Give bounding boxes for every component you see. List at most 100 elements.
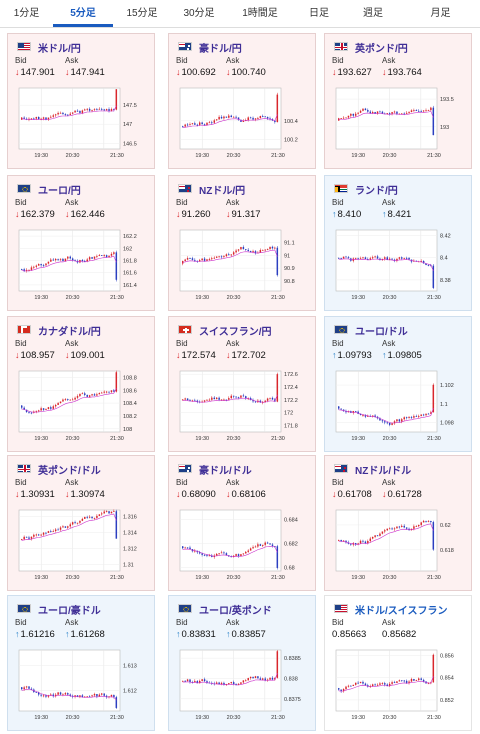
currency-pair-link[interactable]: ユーロ/英ポンド	[199, 606, 272, 617]
currency-pair-link[interactable]: 豪ドル/円	[199, 44, 242, 55]
currency-pair-link[interactable]: スイスフラン/円	[199, 327, 272, 338]
candlestick-chart[interactable]: 91.1 91 90.9 90.8 19:30 20:30 21:30	[176, 227, 307, 306]
tab-4[interactable]: 1時間足	[242, 8, 278, 19]
candle-body	[218, 256, 220, 258]
quote-card[interactable]: ユーロ/英ポンド Bid Ask ↑0.83831 ↑0.83857 0.8385 0.83…	[168, 595, 316, 731]
currency-pair-link[interactable]: ユーロ/ドル	[355, 327, 408, 338]
y-tick-label: 0.854	[440, 676, 454, 682]
tab-0[interactable]: 1分足	[13, 8, 40, 19]
candle-body	[340, 689, 342, 692]
candle-body	[213, 257, 216, 259]
currency-pair-link[interactable]: 米ドル/スイスフラン	[355, 606, 448, 617]
candle-body	[235, 396, 237, 398]
candle-body	[262, 116, 264, 117]
quote-card[interactable]: 英ポンド/ドル Bid Ask ↓1.30931 ↓1.30974 1.316 1.314 1…	[7, 455, 155, 591]
quote-card[interactable]: 豪ドル/ドル Bid Ask ↓0.68090 ↓0.68106 0.684 0.682 0.…	[168, 455, 316, 591]
candle-body	[352, 684, 355, 686]
quote-card[interactable]: 米ドル/円 Bid Ask ↓147.901 ↓147.941 147.5 147 146.5…	[7, 33, 155, 169]
candle-body	[338, 257, 340, 259]
quote-card[interactable]: ランド/円 Bid Ask ↑8.410 ↑8.421 8.42 8.4 8.38 19:30 2…	[324, 175, 472, 311]
candlestick-chart[interactable]: 0.684 0.682 0.68 19:30 20:30 21:30	[176, 507, 307, 586]
candlestick-chart[interactable]: 0.856 0.854 0.852 19:30 20:30 21:30	[332, 647, 463, 726]
currency-pair-link[interactable]: 英ポンド/ドル	[38, 466, 101, 477]
candlestick-chart[interactable]: 1.102 1.1 1.098 19:30 20:30 21:30	[332, 368, 463, 447]
bid-value: ↑1.09793	[332, 350, 372, 361]
currency-pair-link[interactable]: ランド/円	[355, 186, 398, 197]
candle-body	[184, 398, 186, 400]
quote-card[interactable]: 英ポンド/円 Bid Ask ↓193.627 ↓193.764 193.5 193 19:3…	[324, 33, 472, 169]
candlestick-chart[interactable]: 147.5 147 146.5 19:30 20:30 21:30	[15, 85, 146, 164]
candle-body	[21, 269, 23, 271]
currency-pair-link[interactable]: ユーロ/円	[38, 186, 81, 197]
bid-label: Bid	[176, 478, 188, 487]
candle-body	[108, 255, 110, 257]
tab-2[interactable]: 15分足	[126, 8, 158, 19]
candlestick-chart[interactable]: 1.613 1.612 19:30 20:30 21:30	[15, 647, 146, 726]
y-tick-label: 90.8	[284, 279, 295, 285]
candle-body	[410, 678, 413, 682]
candle-body	[271, 246, 274, 249]
candle-body	[50, 694, 52, 696]
tab-7[interactable]: 月足	[430, 8, 451, 19]
quote-card[interactable]: 米ドル/スイスフラン Bid Ask 0.85663 0.85682 0.856 0.854…	[324, 595, 472, 731]
candlestick-chart[interactable]: 108.8 108.6 108.4 108.2 108 19:30 20:30 21:30	[15, 368, 146, 447]
quote-card[interactable]: ユーロ/ドル Bid Ask ↑1.09793 ↑1.09805 1.102 1.1 1.09…	[324, 316, 472, 452]
candle-body	[367, 416, 369, 417]
moving-average-line	[338, 676, 434, 692]
candle-body	[376, 535, 379, 537]
quote-card[interactable]: カナダドル/円 Bid Ask ↓108.957 ↓109.001 108.8 108.6 1…	[7, 316, 155, 452]
quote-card[interactable]: NZドル/ドル Bid Ask ↓0.61708 ↓0.61728 0.62 0.618 19…	[324, 455, 472, 591]
candle-body	[40, 694, 42, 696]
candle-body	[269, 677, 271, 680]
candle-body	[259, 250, 262, 253]
ask-label: Ask	[382, 198, 396, 207]
candlestick-chart[interactable]: 8.42 8.4 8.38 19:30 20:30 21:30	[332, 227, 463, 306]
candle-body	[110, 109, 113, 111]
tab-3[interactable]: 30分足	[183, 8, 215, 19]
currency-pair-link[interactable]: カナダドル/円	[38, 327, 101, 338]
tab-6[interactable]: 週足	[363, 8, 383, 19]
currency-pair-link[interactable]: 英ポンド/円	[355, 44, 408, 55]
currency-pair-link[interactable]: NZドル/ドル	[355, 466, 412, 477]
currency-pair-link[interactable]: NZドル/円	[199, 186, 246, 197]
quote-card[interactable]: 豪ドル/円 Bid Ask ↓100.692 ↓100.740 100.4 100.2 19:…	[168, 33, 316, 169]
ask-price: 100.740	[231, 67, 266, 78]
quote-card[interactable]: NZドル/円 Bid Ask ↓91.260 ↓91.317 91.1 91 90.9 90.8…	[168, 175, 316, 311]
candlestick-chart[interactable]: 1.316 1.314 1.312 1.31 19:30 20:30 21:30	[15, 507, 146, 586]
currency-pair-link[interactable]: 豪ドル/ドル	[199, 466, 252, 477]
candle-body	[398, 419, 401, 422]
quote-card[interactable]: ユーロ/豪ドル Bid Ask ↑1.61216 ↑1.61268 1.613 1.612 1…	[7, 595, 155, 731]
candle-body	[386, 113, 388, 114]
candle-body	[388, 113, 391, 114]
plot-area	[18, 509, 121, 572]
candlestick-chart[interactable]: 193.5 193 19:30 20:30 21:30	[332, 85, 463, 164]
candle-body	[425, 520, 427, 522]
candlestick-chart[interactable]: 162.2 162 161.8 161.6 161.4 19:30 20:30 21:30	[15, 227, 146, 306]
candle-body	[215, 119, 218, 121]
candle-body	[50, 259, 52, 262]
candle-body	[340, 408, 342, 410]
moving-average-line	[21, 688, 117, 701]
tab-1[interactable]: 5分足	[53, 0, 113, 27]
quote-card[interactable]: スイスフラン/円 Bid Ask ↓172.574 ↓172.702 172.6 172.4…	[168, 316, 316, 452]
candle-body	[340, 539, 342, 542]
candle-body	[376, 111, 379, 114]
y-tick-label: 108.8	[123, 375, 137, 381]
candlestick-chart[interactable]: 0.8385 0.838 0.8375 19:30 20:30 21:30	[176, 647, 307, 726]
candle-body	[254, 401, 257, 403]
currency-pair-link[interactable]: 米ドル/円	[38, 44, 81, 55]
currency-pair-link[interactable]: ユーロ/豪ドル	[38, 606, 101, 617]
tab-5[interactable]: 日足	[309, 8, 329, 19]
candle-body	[105, 109, 108, 111]
candlestick-chart[interactable]: 100.4 100.2 19:30 20:30 21:30	[176, 85, 307, 164]
bid-price: 0.85663	[332, 629, 367, 640]
x-tick-label: 20:30	[227, 715, 241, 721]
flag-au-icon	[178, 464, 192, 473]
candle-body	[350, 543, 352, 545]
candlestick-chart[interactable]: 0.62 0.618 19:30 20:30 21:30	[332, 507, 463, 586]
candlestick-chart[interactable]: 172.6 172.4 172.2 172 171.8 19:30 20:30 21:30	[176, 368, 307, 447]
candle-body	[182, 680, 184, 682]
quote-card[interactable]: ユーロ/円 Bid Ask ↓162.379 ↓162.446 162.2 162 161.8…	[7, 175, 155, 311]
ask-value: ↓172.702	[226, 350, 266, 361]
candle-body	[74, 695, 76, 697]
